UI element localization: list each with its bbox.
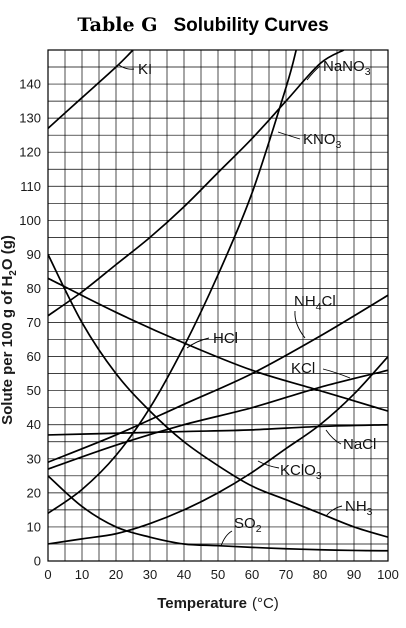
leader-ki bbox=[118, 64, 135, 70]
curve-ki bbox=[48, 50, 134, 129]
label-kclo3-main: KClO bbox=[280, 462, 316, 479]
label-kclo3: KClO3 bbox=[280, 462, 322, 482]
y-tick-label: 70 bbox=[27, 315, 41, 330]
y-tick-label: 50 bbox=[27, 383, 41, 398]
curve-kcl bbox=[48, 369, 388, 470]
curve-nh3 bbox=[48, 254, 388, 538]
x-tick-label: 70 bbox=[279, 567, 293, 582]
tick-labels: 0 10 20 30 40 50 60 70 80 90 100 0 10 20 30 40 50 60 70 80 9… bbox=[19, 77, 399, 582]
y-tick-label: 90 bbox=[27, 247, 41, 262]
label-ki-main: KI bbox=[138, 61, 152, 78]
y-tick-label: 20 bbox=[27, 485, 41, 500]
x-tick-label: 30 bbox=[143, 567, 157, 582]
label-nano3-subscript: 3 bbox=[365, 66, 371, 78]
label-nh3: NH3 bbox=[345, 498, 373, 518]
label-nh3-subscript: 3 bbox=[367, 506, 373, 518]
grid bbox=[47, 49, 389, 562]
x-tick-label: 50 bbox=[211, 567, 225, 582]
label-leaders bbox=[118, 64, 351, 547]
plot-frame bbox=[47, 49, 389, 562]
label-nh4cl-subscript: 4 bbox=[316, 301, 322, 313]
label-so2: SO2 bbox=[234, 515, 262, 535]
leader-nh3 bbox=[325, 505, 343, 517]
x-tick-label: 80 bbox=[313, 567, 327, 582]
x-axis-label-main: Temperature bbox=[157, 595, 247, 612]
label-nano3: NaNO3 bbox=[323, 58, 371, 78]
y-tick-label: 110 bbox=[20, 179, 41, 194]
label-hcl: HCl bbox=[213, 330, 238, 347]
label-kno3-main: KNO bbox=[303, 131, 336, 148]
y-axis-label-main: Solute per 100 g of H bbox=[0, 276, 16, 425]
curve-nh4cl bbox=[48, 294, 388, 463]
y-tick-label: 60 bbox=[27, 349, 41, 364]
x-axis-label-unit: (°C) bbox=[252, 595, 279, 612]
y-axis-label-sub: 2 bbox=[8, 270, 19, 276]
leader-nacl bbox=[325, 429, 342, 445]
y-tick-label: 100 bbox=[19, 213, 41, 228]
curve-so2 bbox=[48, 475, 388, 552]
curves bbox=[48, 50, 388, 552]
label-nacl-main: NaCl bbox=[343, 436, 376, 453]
leader-kcl bbox=[322, 368, 351, 379]
label-nano3-main: NaNO bbox=[323, 58, 365, 75]
chart-title-main: Solubility Curves bbox=[173, 15, 328, 36]
chart-title: Table G Solubility Curves bbox=[77, 14, 328, 36]
y-tick-label: 80 bbox=[27, 281, 41, 296]
label-hcl-main: HCl bbox=[213, 330, 238, 347]
curve-nacl bbox=[48, 423, 388, 436]
curve-kno3 bbox=[48, 50, 298, 515]
label-kno3: KNO3 bbox=[303, 131, 342, 151]
y-axis-label-tail: O (g) bbox=[0, 235, 16, 270]
x-tick-label: 10 bbox=[75, 567, 89, 582]
y-tick-label: 10 bbox=[27, 519, 41, 534]
y-tick-label: 140 bbox=[19, 77, 41, 92]
leader-nano3 bbox=[306, 65, 321, 81]
label-nh3-main: NH bbox=[345, 498, 367, 515]
x-tick-label: 60 bbox=[245, 567, 259, 582]
x-axis-label: Temperature (°C) bbox=[157, 595, 279, 612]
leader-kno3 bbox=[277, 131, 301, 140]
y-tick-label: 120 bbox=[19, 145, 41, 160]
x-tick-label: 90 bbox=[347, 567, 361, 582]
label-so2-main: SO bbox=[234, 515, 256, 532]
label-kclo3-subscript: 3 bbox=[316, 470, 322, 482]
y-tick-label: 30 bbox=[27, 451, 41, 466]
y-tick-label: 0 bbox=[34, 554, 41, 569]
y-tick-label: 130 bbox=[19, 111, 41, 126]
label-nacl: NaCl bbox=[343, 436, 376, 453]
leader-kclo3 bbox=[257, 460, 280, 469]
chart-title-table: Table G bbox=[77, 14, 157, 36]
curve-kclo3 bbox=[48, 356, 388, 545]
label-nh4cl-tail: Cl bbox=[322, 293, 336, 310]
y-tick-label: 40 bbox=[27, 417, 41, 432]
label-ki: KI bbox=[138, 61, 152, 78]
leader-nh4cl bbox=[294, 310, 306, 339]
label-kcl: KCl bbox=[291, 360, 315, 377]
x-tick-label: 40 bbox=[177, 567, 191, 582]
x-tick-label: 100 bbox=[377, 567, 399, 582]
label-so2-subscript: 2 bbox=[256, 523, 262, 535]
leader-hcl bbox=[186, 337, 210, 349]
label-nh4cl: NH4Cl bbox=[294, 293, 336, 313]
label-kno3-subscript: 3 bbox=[336, 139, 342, 151]
curve-nano3 bbox=[48, 50, 345, 317]
x-tick-label: 20 bbox=[109, 567, 123, 582]
label-nh4cl-main: NH bbox=[294, 293, 316, 310]
x-tick-label: 0 bbox=[44, 567, 51, 582]
curve-hcl bbox=[48, 277, 388, 412]
leader-so2 bbox=[220, 530, 233, 547]
label-kcl-main: KCl bbox=[291, 360, 315, 377]
y-axis-label: Solute per 100 g of H2O (g) bbox=[0, 235, 19, 425]
